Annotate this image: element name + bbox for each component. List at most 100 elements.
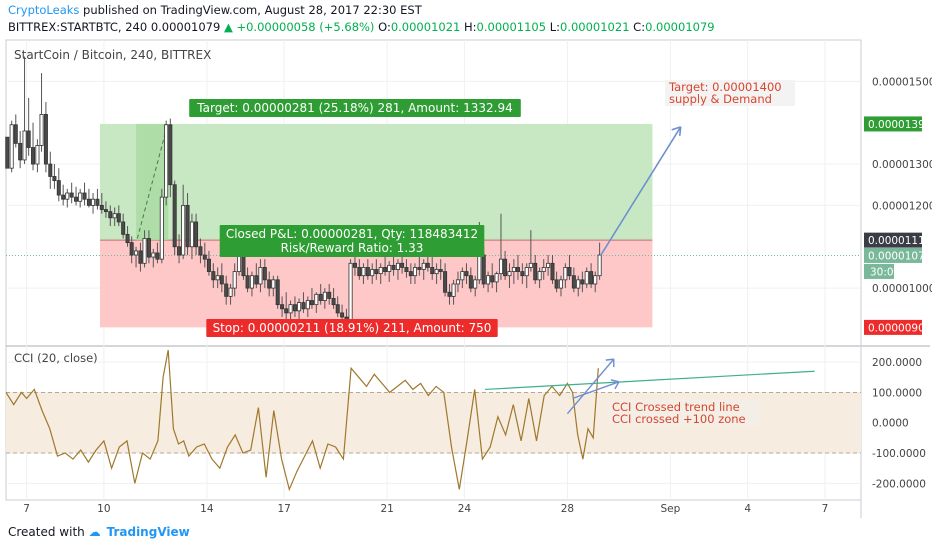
candle-138 — [597, 242, 602, 280]
candle-125 — [541, 259, 546, 280]
candle-124 — [537, 267, 542, 289]
candle-31 — [138, 242, 143, 272]
candle-body — [464, 271, 469, 277]
candle-body — [219, 275, 224, 285]
candle-body — [103, 209, 108, 213]
candle-59 — [258, 259, 263, 293]
cci-pane-title: CCI (20, close) — [14, 351, 98, 365]
price-badge-text: 0.00001116 — [868, 235, 932, 247]
candle-body — [486, 275, 491, 285]
candle-body — [395, 262, 400, 270]
author-link[interactable]: CryptoLeaks — [8, 3, 80, 17]
cci-tick-label-1: 100.0000 — [872, 387, 922, 399]
price-badge-1: 0.00001116 — [864, 232, 932, 248]
candle-body — [138, 250, 143, 264]
cci-line — [5, 349, 599, 492]
cci-arrow-2-head — [610, 379, 620, 390]
candle-43 — [189, 213, 194, 260]
candle-body — [237, 254, 242, 272]
open-label: O: — [378, 20, 391, 34]
candle-128 — [554, 271, 559, 293]
cci-arrow-2 — [572, 381, 620, 400]
candle-body — [116, 213, 121, 223]
time-tick-label-2: 14 — [200, 503, 214, 515]
closed-pnl-label: Closed P&L: 0.00000281, Qty: 118483412Ri… — [219, 225, 485, 257]
candle-103 — [447, 283, 452, 305]
candle-38 — [168, 118, 173, 198]
target-annotation-bg — [665, 80, 795, 106]
candle-body — [404, 267, 409, 272]
cci-tick-label-2: 0.0000 — [872, 418, 909, 430]
candle-63 — [275, 275, 280, 309]
price-change: ▲ +0.00000058 (+5.68%) — [223, 20, 375, 34]
candle-25 — [112, 207, 117, 227]
price-badge-bg — [864, 263, 894, 279]
candle-127 — [550, 255, 555, 284]
candle-129 — [558, 275, 563, 297]
candle-29 — [129, 236, 134, 264]
candle-126 — [546, 255, 551, 276]
candle-body — [438, 269, 443, 272]
candle-112 — [486, 271, 491, 293]
candle-77 — [335, 296, 340, 318]
candle-24 — [108, 205, 113, 227]
candle-body — [129, 242, 134, 256]
target-label-text-0: Target: 0.00000281 (25.18%) 281, Amount:… — [196, 101, 512, 115]
price-badge-3: 30:00 — [864, 263, 900, 279]
candle-body — [412, 267, 417, 277]
candle-36 — [159, 188, 164, 264]
closed-pnl-label-text-0: Closed P&L: 0.00000281, Qty: 118483412 — [226, 227, 478, 241]
time-tick-label-6: 28 — [561, 503, 574, 515]
candle-65 — [284, 292, 289, 322]
candle-body — [554, 279, 559, 289]
candle-108 — [468, 267, 473, 293]
candle-134 — [580, 271, 585, 293]
candle-body — [35, 145, 40, 165]
forecast-arrow-head — [671, 126, 682, 136]
candle-66 — [288, 300, 293, 322]
candle-body — [301, 302, 306, 310]
candle-body — [490, 275, 495, 283]
candle-76 — [331, 288, 336, 309]
candle-35 — [155, 242, 160, 264]
candle-body — [511, 267, 516, 272]
candle-83 — [361, 263, 366, 284]
candle-93 — [404, 259, 409, 278]
candle-119 — [515, 255, 520, 280]
candle-133 — [576, 275, 581, 297]
candle-60 — [262, 259, 267, 289]
candle-body — [297, 302, 302, 312]
price-badge-4: 0.00000905 — [864, 319, 931, 335]
candle-body — [108, 211, 113, 219]
candle-body — [52, 176, 57, 181]
candle-85 — [370, 263, 375, 284]
candle-body — [340, 312, 345, 318]
chart-header: CryptoLeaks published on TradingView.com… — [8, 2, 928, 36]
candle-10 — [48, 151, 53, 189]
stop-label-text-0: Stop: 0.00000211 (18.91%) 211, Amount: 7… — [213, 321, 492, 335]
target-label: Target: 0.00000281 (25.18%) 281, Amount:… — [189, 99, 521, 117]
candle-49 — [215, 267, 220, 289]
candle-80 — [348, 259, 353, 326]
candle-body — [61, 194, 66, 200]
price-tick-label-3: 0.00001000 — [872, 283, 932, 295]
candle-body — [468, 275, 473, 289]
candle-body — [451, 283, 456, 297]
candle-body — [589, 271, 594, 285]
candle-14 — [65, 188, 70, 208]
candle-body — [275, 279, 280, 306]
candle-34 — [151, 248, 156, 268]
price-tick-label-2: 0.00001200 — [872, 200, 932, 212]
target-annotation-text-1: supply & Demand — [669, 92, 772, 106]
candle-99 — [430, 257, 435, 280]
candle-53 — [232, 263, 237, 297]
tradingview-brand[interactable]: TradingView — [106, 525, 190, 539]
candle-body — [241, 254, 246, 277]
candle-body — [455, 279, 460, 285]
candle-body — [309, 300, 314, 306]
candle-121 — [524, 263, 529, 289]
candle-body — [352, 262, 357, 268]
candle-body — [434, 269, 439, 275]
candle-107 — [464, 263, 469, 284]
